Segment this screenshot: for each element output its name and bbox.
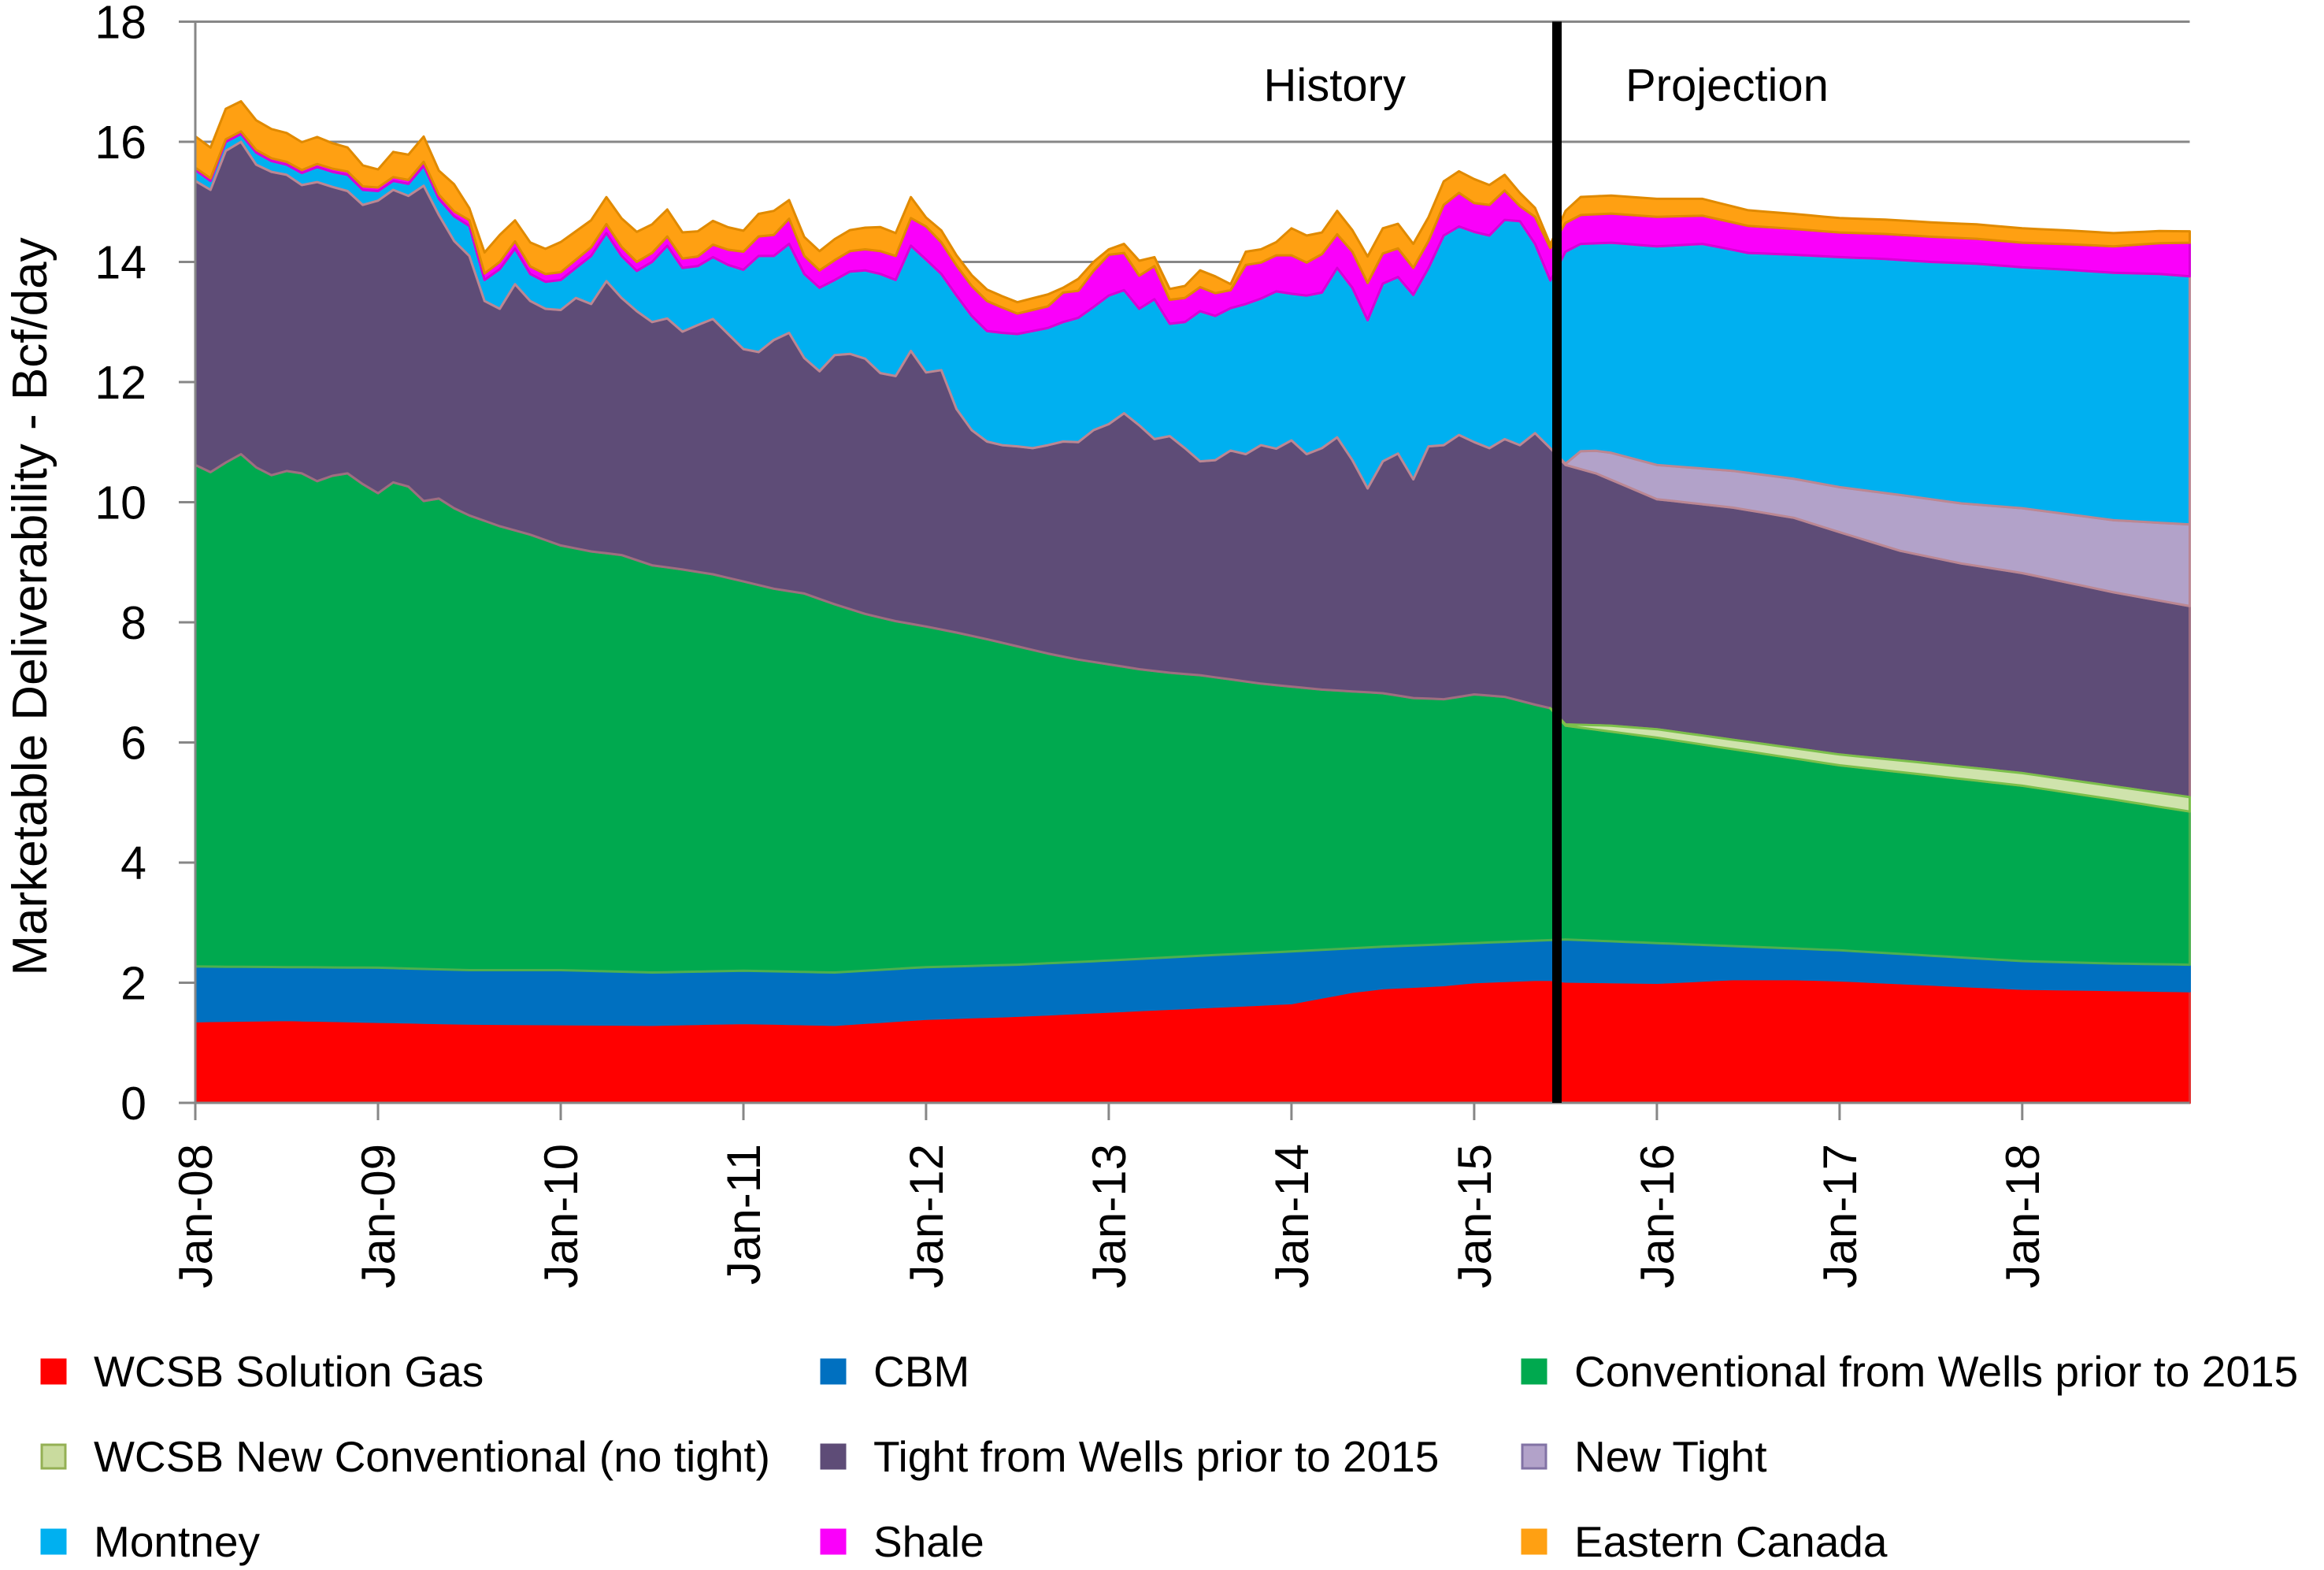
svg-text:Jan-09: Jan-09 bbox=[352, 1144, 405, 1288]
svg-text:Jan-18: Jan-18 bbox=[1996, 1144, 2049, 1288]
svg-text:4: 4 bbox=[120, 837, 146, 889]
svg-text:Jan-15: Jan-15 bbox=[1448, 1144, 1501, 1288]
svg-text:New Tight: New Tight bbox=[1574, 1432, 1767, 1481]
svg-text:Montney: Montney bbox=[94, 1517, 260, 1566]
svg-text:12: 12 bbox=[95, 357, 146, 409]
svg-text:2: 2 bbox=[120, 958, 146, 1010]
svg-text:Jan-11: Jan-11 bbox=[717, 1144, 770, 1285]
svg-text:16: 16 bbox=[95, 117, 146, 169]
svg-text:WCSB New Conventional (no tigh: WCSB New Conventional (no tight) bbox=[94, 1432, 770, 1481]
svg-text:Jan-12: Jan-12 bbox=[900, 1144, 953, 1288]
svg-text:Jan-16: Jan-16 bbox=[1631, 1144, 1684, 1288]
svg-text:Shale: Shale bbox=[873, 1517, 984, 1566]
svg-text:Marketable Deliverability - Bc: Marketable Deliverability - Bcf/day bbox=[3, 237, 57, 975]
svg-text:CBM: CBM bbox=[873, 1347, 969, 1396]
svg-text:Conventional from Wells prior: Conventional from Wells prior to 2015 bbox=[1574, 1347, 2298, 1396]
svg-text:8: 8 bbox=[120, 597, 146, 649]
svg-text:18: 18 bbox=[95, 0, 146, 49]
svg-text:WCSB Solution Gas: WCSB Solution Gas bbox=[94, 1347, 484, 1396]
svg-text:Projection: Projection bbox=[1625, 60, 1829, 111]
svg-text:Jan-13: Jan-13 bbox=[1083, 1144, 1136, 1288]
svg-text:10: 10 bbox=[95, 477, 146, 529]
svg-text:Jan-17: Jan-17 bbox=[1814, 1144, 1866, 1288]
svg-text:6: 6 bbox=[120, 718, 146, 770]
svg-text:0: 0 bbox=[120, 1078, 146, 1130]
svg-text:14: 14 bbox=[95, 237, 146, 289]
svg-text:History: History bbox=[1264, 60, 1406, 111]
svg-text:Tight from Wells prior to 2015: Tight from Wells prior to 2015 bbox=[873, 1432, 1439, 1481]
svg-text:Jan-14: Jan-14 bbox=[1266, 1144, 1318, 1288]
svg-text:Jan-10: Jan-10 bbox=[535, 1144, 587, 1288]
svg-text:Eastern Canada: Eastern Canada bbox=[1574, 1517, 1888, 1566]
svg-text:Jan-08: Jan-08 bbox=[169, 1144, 222, 1288]
